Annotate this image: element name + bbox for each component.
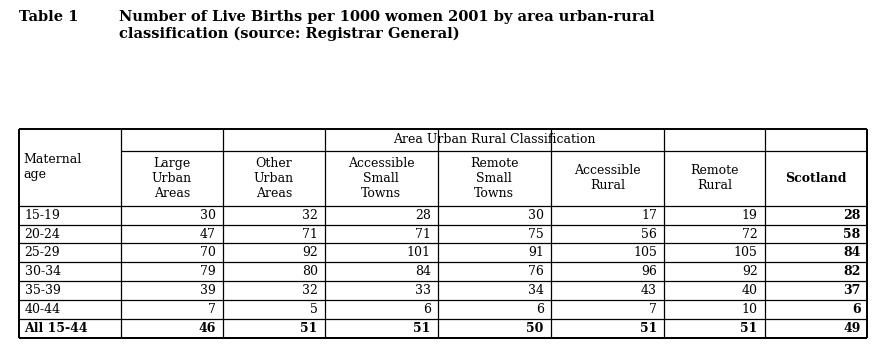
Text: 34: 34 [527, 284, 543, 297]
Text: 17: 17 [640, 209, 656, 222]
Text: 79: 79 [200, 265, 216, 278]
Text: 105: 105 [733, 246, 757, 259]
Text: 25-29: 25-29 [25, 246, 61, 259]
Text: 92: 92 [302, 246, 317, 259]
Text: Maternal
age: Maternal age [24, 153, 82, 181]
Text: 71: 71 [414, 228, 431, 240]
Text: 51: 51 [638, 322, 656, 335]
Text: 28: 28 [842, 209, 859, 222]
Text: Other
Urban
Areas: Other Urban Areas [253, 157, 294, 200]
Text: 35-39: 35-39 [25, 284, 61, 297]
Text: All 15-44: All 15-44 [25, 322, 88, 335]
Text: Area Urban Rural Classification: Area Urban Rural Classification [393, 133, 595, 147]
Text: Accessible
Small
Towns: Accessible Small Towns [347, 157, 414, 200]
Text: 47: 47 [200, 228, 216, 240]
Text: 101: 101 [406, 246, 431, 259]
Text: 39: 39 [200, 284, 216, 297]
Text: 46: 46 [198, 322, 216, 335]
Text: Remote
Small
Towns: Remote Small Towns [469, 157, 518, 200]
Text: 40: 40 [741, 284, 757, 297]
Text: 10: 10 [741, 303, 757, 316]
Text: 58: 58 [842, 228, 859, 240]
Text: 71: 71 [302, 228, 317, 240]
Text: 6: 6 [851, 303, 859, 316]
Text: 6: 6 [535, 303, 543, 316]
Text: 72: 72 [741, 228, 757, 240]
Text: 20-24: 20-24 [25, 228, 61, 240]
Text: 19: 19 [741, 209, 757, 222]
Text: Scotland: Scotland [784, 172, 846, 185]
Text: 40-44: 40-44 [25, 303, 61, 316]
Text: 6: 6 [422, 303, 431, 316]
Text: Number of Live Births per 1000 women 2001 by area urban-rural
classification (so: Number of Live Births per 1000 women 200… [118, 10, 653, 41]
Text: 84: 84 [414, 265, 431, 278]
Text: 37: 37 [842, 284, 859, 297]
Text: 51: 51 [300, 322, 317, 335]
Text: 7: 7 [208, 303, 216, 316]
Text: 33: 33 [414, 284, 431, 297]
Text: 50: 50 [526, 322, 543, 335]
Text: 76: 76 [527, 265, 543, 278]
Text: 15-19: 15-19 [25, 209, 61, 222]
Text: Table 1: Table 1 [19, 10, 79, 24]
Text: 82: 82 [842, 265, 859, 278]
Text: Remote
Rural: Remote Rural [689, 164, 738, 192]
Text: 56: 56 [640, 228, 656, 240]
Text: 75: 75 [527, 228, 543, 240]
Text: 28: 28 [414, 209, 431, 222]
Text: 30: 30 [527, 209, 543, 222]
Text: 80: 80 [302, 265, 317, 278]
Text: 43: 43 [640, 284, 656, 297]
Text: 96: 96 [640, 265, 656, 278]
Text: 32: 32 [302, 209, 317, 222]
Text: Large
Urban
Areas: Large Urban Areas [152, 157, 192, 200]
Text: 32: 32 [302, 284, 317, 297]
Text: 92: 92 [741, 265, 757, 278]
Text: 7: 7 [648, 303, 656, 316]
Text: 51: 51 [739, 322, 757, 335]
Text: 105: 105 [632, 246, 656, 259]
Text: 30: 30 [200, 209, 216, 222]
Text: 70: 70 [200, 246, 216, 259]
Text: 30-34: 30-34 [25, 265, 61, 278]
Text: Accessible
Rural: Accessible Rural [574, 164, 640, 192]
Text: 91: 91 [527, 246, 543, 259]
Text: 49: 49 [842, 322, 859, 335]
Text: 51: 51 [413, 322, 431, 335]
Text: 5: 5 [310, 303, 317, 316]
Text: 84: 84 [842, 246, 859, 259]
